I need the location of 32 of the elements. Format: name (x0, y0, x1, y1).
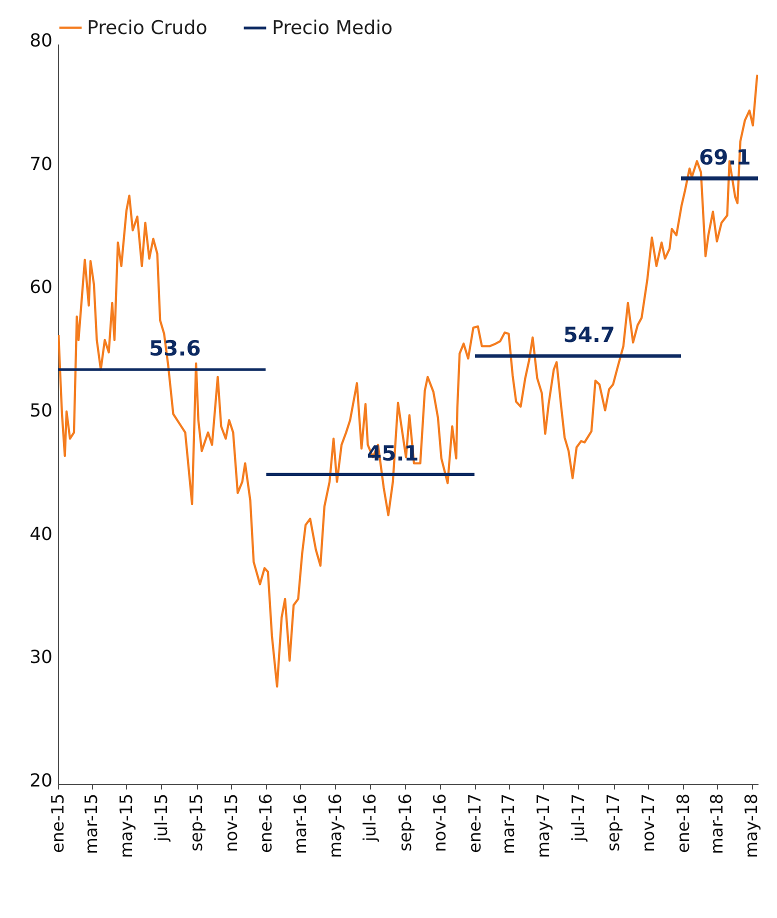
y-tick-label: 40 (30, 524, 52, 545)
x-tick-label: mar-18 (707, 794, 728, 854)
x-tick-label: ene-16 (256, 794, 277, 853)
x-tick-label: sep-16 (396, 794, 416, 852)
y-tick-label: 70 (30, 154, 52, 175)
x-tick-label: nov-15 (222, 794, 242, 852)
legend-label: Precio Crudo (87, 16, 208, 39)
legend-label: Precio Medio (272, 17, 393, 39)
x-tick-label: may-17 (534, 794, 554, 858)
x-tick-label: mar-15 (82, 794, 102, 854)
y-tick-label: 50 (30, 400, 52, 422)
x-tick-label: ene-18 (674, 794, 694, 853)
x-tick-label: nov-17 (638, 794, 659, 852)
line-series (58, 74, 758, 688)
x-tick-label: sep-17 (604, 794, 624, 852)
x-tick-label: mar-17 (499, 794, 520, 854)
x-tick-label: sep-15 (187, 794, 208, 852)
y-tick-label: 20 (30, 770, 52, 792)
y-tick-label: 60 (30, 277, 52, 298)
data-label: 54.7 (563, 323, 616, 348)
x-tick-label: nov-16 (430, 794, 451, 852)
x-tick-label: mar-16 (290, 794, 311, 854)
x-tick-label: may-18 (742, 794, 762, 858)
y-tick-label: 80 (30, 30, 52, 52)
x-tick-label: ene-17 (466, 794, 486, 853)
x-tick-label: jul-15 (152, 794, 172, 842)
x-tick-label: may-15 (116, 794, 137, 858)
y-tick-label: 30 (30, 647, 52, 668)
x-tick-label: jul-16 (360, 794, 381, 842)
x-tick-label: ene-15 (48, 794, 68, 853)
x-tick-label: may-16 (326, 794, 346, 858)
x-tick-label: jul-17 (568, 794, 589, 842)
